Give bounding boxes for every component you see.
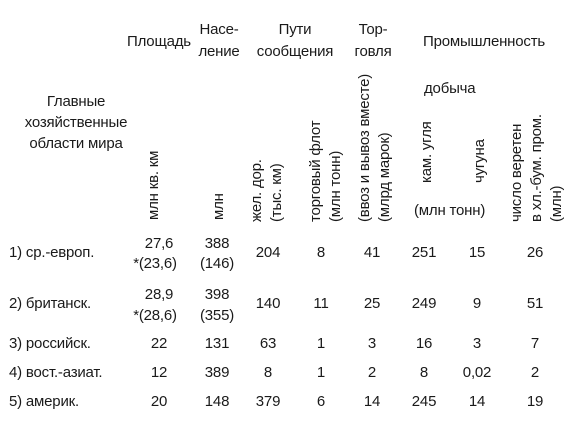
vheader-spindles-2: в хл.-бум. пром. (528, 114, 545, 222)
trade-value: 14 (363, 393, 381, 410)
coal-value: 8 (419, 364, 429, 381)
vheader-pop-unit: млн (210, 193, 227, 220)
header-area: Площадь (127, 33, 191, 50)
header-regions-1: Главные (46, 93, 106, 110)
iron-value: 15 (468, 244, 486, 261)
area-value: 12 (150, 364, 168, 381)
vheader-trade-1: (ввоз и вывоз вместе) (356, 73, 373, 222)
header-population-1: Насе- (199, 21, 239, 38)
vheader-rail-2: (тыс. км) (268, 163, 285, 222)
trade-value: 3 (367, 335, 377, 352)
vheader-spindles-3: (млн) (548, 185, 565, 222)
coal-value: 251 (411, 244, 437, 261)
vheader-coal: кам. угля (418, 121, 435, 183)
header-regions-2: хозяйственные (24, 114, 128, 131)
area-value: 28,9 (144, 286, 174, 303)
vheader-fleet-2: (млн тонн) (327, 150, 344, 222)
vheader-trade-2: (млрд марок) (376, 132, 393, 222)
fleet-value: 1 (316, 364, 326, 381)
fleet-value: 1 (316, 335, 326, 352)
vheader-trade: (ввоз и вывоз вместе) (млрд марок) (355, 74, 395, 222)
region-name: 4) вост.-азиат. (9, 364, 103, 381)
header-trade-1: Тор- (358, 21, 388, 38)
area-value: 22 (150, 335, 168, 352)
spindles-value: 2 (530, 364, 540, 381)
coal-value: 249 (411, 295, 437, 312)
iron-value: 0,02 (462, 364, 492, 381)
header-population-2: ление (198, 43, 240, 60)
vheader-fleet-1: торговый флот (307, 120, 324, 222)
trade-value: 25 (363, 295, 381, 312)
region-name: 5) америк. (9, 393, 79, 410)
fleet-value: 8 (316, 244, 326, 261)
header-trade-2: говля (354, 43, 392, 60)
region-name: 3) российск. (9, 335, 91, 352)
rail-value: 379 (255, 393, 281, 410)
iron-value: 14 (468, 393, 486, 410)
iron-value: 3 (472, 335, 482, 352)
area-value: 20 (150, 393, 168, 410)
header-communications-2: сообщения (256, 43, 334, 60)
fleet-value: 6 (316, 393, 326, 410)
vheader-area-unit: млн кв. км (145, 150, 162, 220)
pop-value-alt: (355) (199, 307, 235, 324)
region-name: 1) ср.-европ. (9, 244, 95, 261)
vheader-rail: жел. дор. (тыс. км) (247, 159, 287, 222)
spindles-value: 26 (526, 244, 544, 261)
header-industry: Промышленность (423, 33, 545, 50)
pop-value: 389 (204, 364, 230, 381)
header-communications-1: Пути (278, 21, 312, 38)
vheader-rail-1: жел. дор. (248, 159, 265, 222)
pop-value: 398 (204, 286, 230, 303)
area-value-alt: *(23,6) (133, 255, 177, 272)
iron-value: 9 (472, 295, 482, 312)
header-regions-3: области мира (29, 135, 123, 152)
vheader-spindles: число веретен в хл.-бум. пром. (млн) (507, 114, 567, 222)
vheader-spindles-1: число веретен (508, 123, 525, 222)
trade-value: 2 (367, 364, 377, 381)
vheader-iron: чугуна (471, 139, 488, 183)
pop-value: 131 (204, 335, 230, 352)
spindles-value: 7 (530, 335, 540, 352)
spindles-value: 19 (526, 393, 544, 410)
header-mining: добыча (424, 80, 476, 97)
spindles-value: 51 (526, 295, 544, 312)
trade-value: 41 (363, 244, 381, 261)
coal-value: 245 (411, 393, 437, 410)
mining-unit: (млн тонн) (414, 202, 486, 219)
area-value-alt: *(28,6) (133, 307, 177, 324)
pop-value-alt: (146) (199, 255, 235, 272)
region-name: 2) британск. (9, 295, 91, 312)
pop-value: 148 (204, 393, 230, 410)
rail-value: 8 (263, 364, 273, 381)
area-value: 27,6 (144, 235, 174, 252)
fleet-value: 11 (313, 295, 329, 312)
rail-value: 204 (255, 244, 281, 261)
pop-value: 388 (204, 235, 230, 252)
rail-value: 140 (255, 295, 281, 312)
vheader-fleet: торговый флот (млн тонн) (306, 121, 346, 222)
coal-value: 16 (415, 335, 433, 352)
rail-value: 63 (259, 335, 277, 352)
